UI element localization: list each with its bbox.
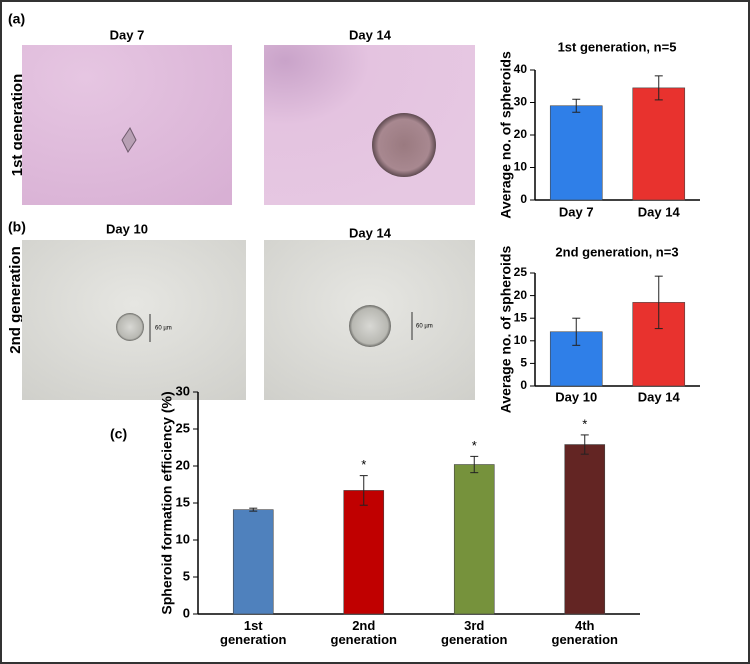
y-tick-label: 25 [514,265,528,279]
micrograph [22,45,232,205]
x-tick-label: Day 7 [559,204,594,219]
chart-title: 1st generation, n=5 [558,39,677,54]
bar [632,87,686,201]
bar [343,490,385,615]
scale-bar-label: 60 µm [416,324,433,330]
image-title: Day 14 [349,225,392,240]
y-tick-label: 10 [514,160,528,174]
x-tick-label: 1st generation [220,618,287,647]
y-axis-label: Average no. of spheroids [498,246,514,414]
y-tick-label: 20 [514,127,528,141]
y-tick-label: 25 [176,420,190,435]
micrograph: 60 µm [264,240,475,400]
micrograph: 60 µm [22,240,246,400]
error-bar [470,455,479,474]
bar [564,444,606,615]
significance-mark: * [582,416,587,431]
x-tick-label: 2nd generation [330,618,397,647]
y-tick-label: 15 [176,494,190,509]
error-bar [359,475,368,506]
y-tick-label: 40 [514,62,528,76]
y-tick-label: 0 [520,378,527,392]
y-tick-label: 10 [176,531,190,546]
image-title: Day 7 [110,27,145,42]
y-tick-label: 30 [514,95,528,109]
y-tick-label: 15 [514,310,528,324]
x-tick-label: 4th generation [551,618,618,647]
bar [453,464,495,615]
y-tick-label: 30 [176,383,190,398]
y-axis-label: Average no. of spheroids [498,51,514,219]
image-title: Day 10 [106,221,148,236]
micrograph [264,45,475,205]
error-bar [572,317,581,346]
row-label: 1st generation [9,74,26,177]
row-label: 2nd generation [7,246,24,354]
bar [549,105,603,201]
bar [232,509,274,615]
error-bar [572,98,581,113]
panel-label: (a) [8,11,25,27]
y-tick-label: 5 [183,568,190,583]
error-bar [654,75,663,101]
image-title: Day 14 [349,27,392,42]
y-tick-label: 10 [514,333,528,347]
significance-mark: * [472,438,477,453]
error-bar [580,434,589,455]
y-tick-label: 0 [520,192,527,206]
significance-mark: * [361,457,366,472]
y-tick-label: 20 [514,288,528,302]
error-bar [249,507,258,512]
y-tick-label: 5 [520,356,527,370]
x-tick-label: 3rd generation [441,618,508,647]
x-tick-label: Day 10 [555,389,597,404]
chart-title: 2nd generation, n=3 [555,244,678,259]
y-tick-label: 0 [183,605,190,620]
x-tick-label: Day 14 [638,389,681,404]
y-tick-label: 20 [176,457,190,472]
panel-label: (b) [8,219,26,235]
panel-label: (c) [110,426,127,442]
x-tick-label: Day 14 [638,204,681,219]
y-axis-label: Spheroid formation efficiency (%) [159,391,175,614]
error-bar [654,275,663,330]
scale-bar-label: 60 µm [155,326,172,332]
